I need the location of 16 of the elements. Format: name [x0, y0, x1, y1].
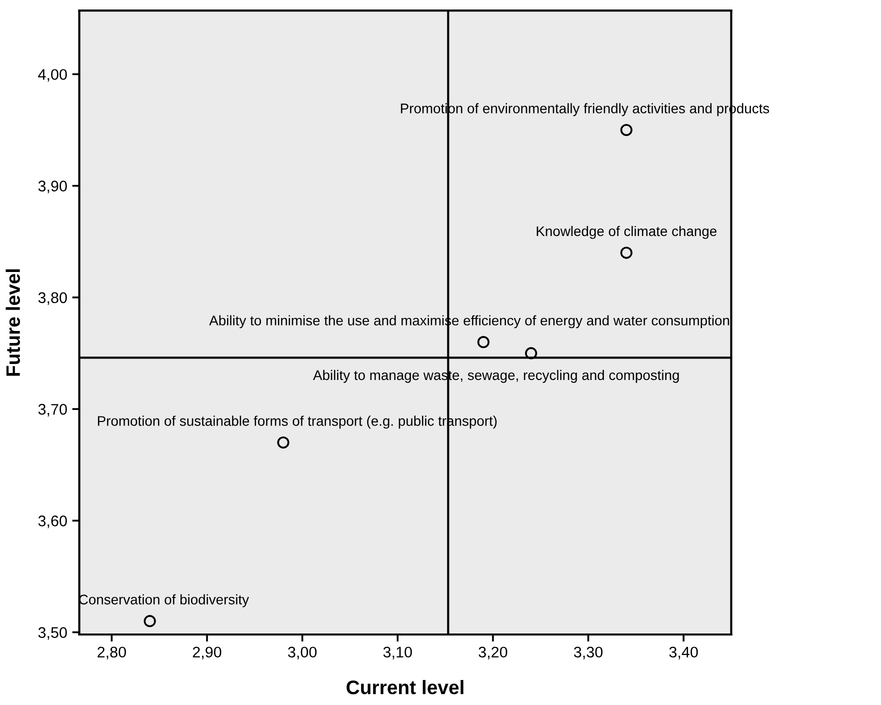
annotation: Knowledge of climate change [536, 226, 716, 239]
x-tick-label: 3,40 [669, 646, 698, 660]
y-tick-label: 3,80 [38, 292, 67, 305]
y-tick-label: 3,70 [38, 404, 67, 417]
y-tick-label: 4,00 [38, 69, 67, 82]
y-axis-title: Future level [6, 269, 20, 376]
y-tick-label: 3,90 [38, 180, 67, 194]
x-tick-label: 3,00 [288, 646, 317, 660]
x-axis-title: Current level [346, 680, 464, 694]
x-tick-label: 3,10 [383, 646, 412, 660]
x-tick-label: 3,20 [478, 646, 508, 660]
x-tick-label: 2,90 [192, 646, 222, 660]
x-tick-label: 2,80 [98, 646, 126, 660]
x-tick-label: 3,30 [574, 646, 603, 660]
y-tick-label: 3,50 [38, 627, 67, 640]
y-tick-label: 3,60 [38, 516, 67, 528]
